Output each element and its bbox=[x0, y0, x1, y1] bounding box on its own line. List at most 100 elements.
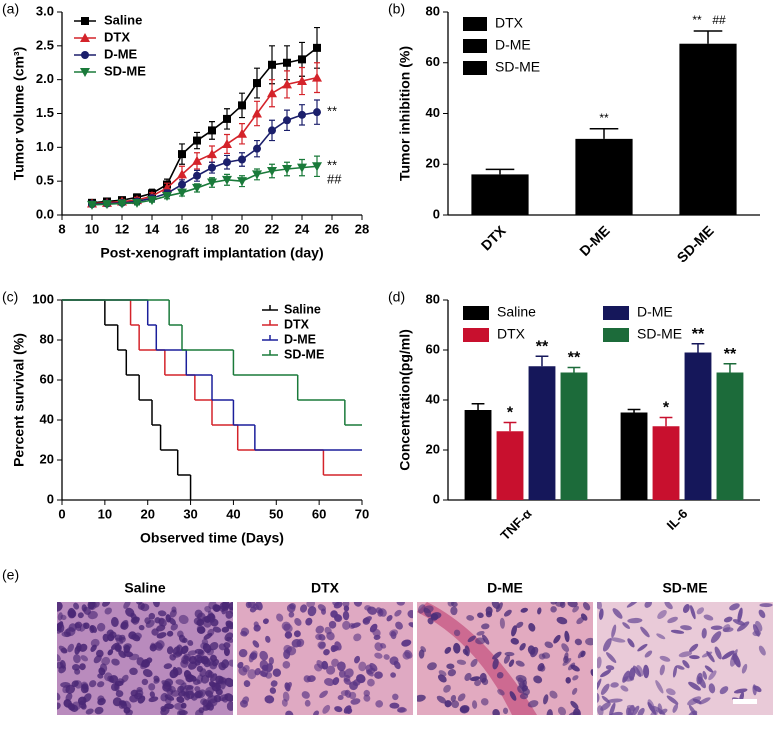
cell-nucleus bbox=[632, 665, 642, 677]
legend-swatch bbox=[463, 328, 489, 342]
cell-nucleus bbox=[194, 686, 201, 692]
cell-nucleus bbox=[181, 688, 190, 697]
cell-nucleus bbox=[519, 642, 526, 651]
cell-nucleus bbox=[296, 638, 305, 648]
cell-nucleus bbox=[342, 602, 350, 608]
cell-nucleus bbox=[166, 630, 174, 637]
cell-nucleus bbox=[172, 646, 181, 655]
cell-nucleus bbox=[156, 632, 167, 639]
cell-nucleus bbox=[138, 624, 145, 631]
error-bar bbox=[691, 343, 705, 353]
y-tick-label: 20 bbox=[40, 451, 54, 466]
y-tick-label: 60 bbox=[40, 371, 54, 386]
legend-label: D-ME bbox=[495, 37, 531, 53]
bar bbox=[679, 43, 737, 215]
series-line bbox=[91, 47, 318, 204]
cell-nucleus bbox=[262, 618, 269, 625]
data-point bbox=[223, 158, 231, 167]
cell-nucleus bbox=[503, 654, 511, 664]
cell-nucleus bbox=[326, 665, 336, 675]
cell-nucleus bbox=[85, 708, 94, 715]
cell-nucleus bbox=[647, 699, 655, 713]
cell-nucleus bbox=[564, 652, 569, 661]
y-tick-label: 2.0 bbox=[36, 71, 54, 86]
cell-nucleus bbox=[87, 610, 98, 620]
cell-nucleus bbox=[561, 643, 570, 653]
cell-nucleus bbox=[564, 630, 570, 643]
data-point bbox=[237, 177, 247, 187]
legend-swatch bbox=[463, 17, 487, 31]
cell-nucleus bbox=[223, 642, 231, 649]
cell-nucleus bbox=[408, 622, 413, 628]
cell-nucleus bbox=[464, 672, 472, 681]
cell-nucleus bbox=[518, 681, 526, 689]
data-point bbox=[312, 162, 322, 172]
cell-nucleus bbox=[606, 652, 617, 664]
legend-label: SD-ME bbox=[637, 326, 682, 342]
cell-nucleus bbox=[283, 623, 293, 633]
cell-nucleus bbox=[733, 688, 748, 694]
significance-label: ** bbox=[692, 13, 702, 27]
cell-nucleus bbox=[471, 700, 478, 709]
cell-nucleus bbox=[696, 607, 705, 615]
cell-nucleus bbox=[502, 707, 509, 715]
cell-nucleus bbox=[261, 664, 269, 672]
legend-marker bbox=[80, 33, 90, 42]
cell-nucleus bbox=[313, 710, 320, 715]
image-title: SD-ME bbox=[662, 580, 707, 596]
legend-label: D-ME bbox=[637, 304, 673, 320]
cell-nucleus bbox=[171, 606, 177, 613]
error-bar bbox=[535, 355, 549, 367]
cell-nucleus bbox=[390, 630, 397, 640]
cell-nucleus bbox=[453, 642, 461, 654]
x-tick-label: 24 bbox=[295, 221, 310, 236]
histology-image bbox=[417, 602, 593, 715]
cell-nucleus bbox=[353, 633, 362, 642]
cell-nucleus bbox=[437, 674, 447, 683]
cell-nucleus bbox=[202, 699, 210, 707]
cell-nucleus bbox=[543, 694, 549, 705]
series-line bbox=[91, 76, 318, 205]
cell-nucleus bbox=[597, 602, 602, 610]
cell-nucleus bbox=[373, 634, 381, 640]
data-point bbox=[252, 108, 262, 118]
x-tick-label: 22 bbox=[265, 221, 279, 236]
cell-nucleus bbox=[294, 617, 302, 626]
cell-nucleus bbox=[350, 622, 361, 629]
cell-nucleus bbox=[752, 624, 760, 637]
error-bar bbox=[659, 416, 673, 427]
cell-nucleus bbox=[652, 705, 666, 715]
error-bar bbox=[567, 366, 581, 373]
cell-nucleus bbox=[93, 654, 102, 664]
cell-nucleus bbox=[137, 695, 146, 704]
cell-nucleus bbox=[672, 665, 677, 678]
cell-nucleus bbox=[467, 635, 476, 643]
cell-nucleus bbox=[209, 641, 219, 651]
data-point bbox=[193, 171, 201, 180]
cell-nucleus bbox=[590, 669, 593, 677]
cell-nucleus bbox=[228, 602, 233, 611]
cell-nucleus bbox=[572, 675, 579, 681]
cell-nucleus bbox=[664, 602, 673, 610]
y-tick-label: 60 bbox=[426, 54, 440, 69]
data-point bbox=[193, 136, 201, 145]
cell-nucleus bbox=[305, 617, 313, 626]
cell-nucleus bbox=[678, 651, 693, 658]
y-tick-label: 1.0 bbox=[36, 139, 54, 154]
cell-nucleus bbox=[283, 649, 291, 660]
cell-nucleus bbox=[284, 631, 293, 639]
cell-nucleus bbox=[395, 621, 403, 630]
cell-nucleus bbox=[253, 621, 259, 628]
cell-nucleus bbox=[67, 607, 76, 618]
cell-nucleus bbox=[268, 657, 274, 665]
y-axis-label: Tumor inhibition (%) bbox=[397, 46, 413, 181]
cell-nucleus bbox=[729, 603, 740, 611]
cell-nucleus bbox=[719, 686, 729, 695]
cell-nucleus bbox=[567, 602, 578, 608]
legend-label: D-ME bbox=[104, 46, 138, 61]
y-tick-label: 2.5 bbox=[36, 37, 54, 52]
cell-nucleus bbox=[285, 682, 292, 690]
cell-nucleus bbox=[453, 629, 461, 637]
cell-nucleus bbox=[375, 700, 384, 708]
